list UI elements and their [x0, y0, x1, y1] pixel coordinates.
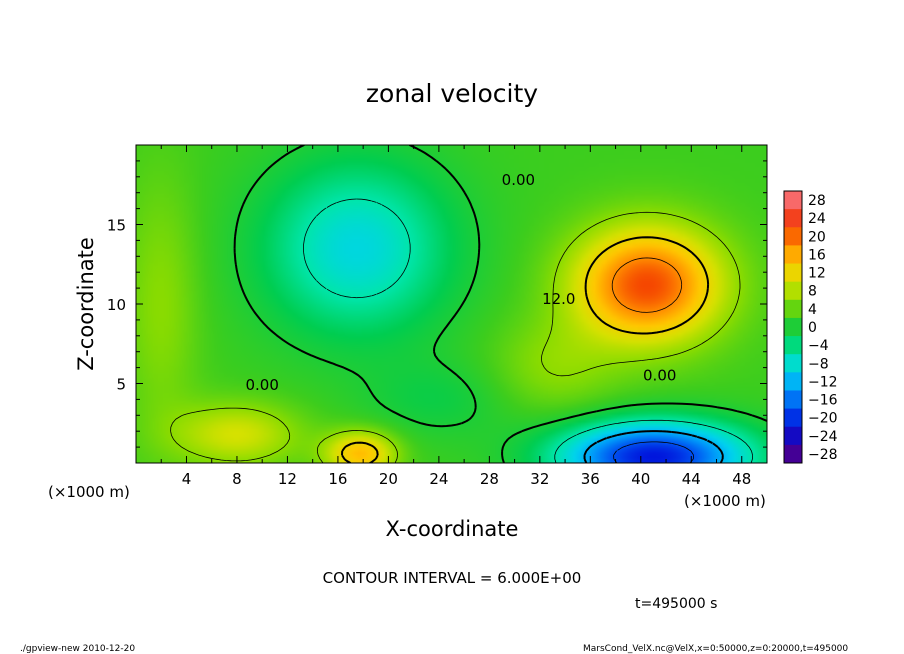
- colorbar-swatch: [784, 245, 802, 265]
- contour-lines: [170, 145, 767, 463]
- contour-labels: 0.00 12.0 0.00 0.00: [245, 171, 676, 394]
- contour-line: [233, 145, 767, 463]
- colorbar-label: −28: [808, 447, 838, 463]
- y-axis: 5 10 15: [107, 160, 767, 448]
- colorbar-swatch: [784, 372, 802, 391]
- contour-line: [611, 257, 683, 313]
- chart-title: zonal velocity: [366, 79, 538, 108]
- contour-interval-text: CONTOUR INTERVAL = 6.000E+00: [323, 569, 582, 587]
- x-tick-label: 20: [379, 470, 398, 488]
- x-tick-label: 40: [631, 470, 650, 488]
- colorbar-swatch: [784, 336, 802, 355]
- colorbar-swatch: [784, 281, 802, 301]
- contour-line: [341, 236, 710, 463]
- x-unit-note-left: (×1000 m): [48, 483, 130, 501]
- x-tick-label: 36: [581, 470, 600, 488]
- colorbar-label: 4: [808, 302, 817, 318]
- y-tick-label: 5: [116, 376, 126, 394]
- colorbar-swatch: [784, 444, 802, 464]
- colorbar-swatch: [784, 191, 802, 210]
- colorbar-swatch: [784, 227, 802, 246]
- x-axis: 4 8 12 16 20 24 28 32 36 40 44 48: [160, 145, 751, 488]
- colorbar: 28 24 20 16 12 8 4 0 −4 −8 −12 −16 −20 −24 −28: [783, 190, 838, 464]
- velocity-field: [136, 145, 767, 463]
- colorbar-label: −16: [808, 393, 838, 409]
- contour-line: [583, 430, 724, 463]
- contour-label: 0.00: [643, 366, 676, 384]
- plot-area: [136, 145, 767, 463]
- x-tick-label: 12: [278, 470, 297, 488]
- colorbar-label: 20: [808, 229, 826, 245]
- x-tick-label: 24: [429, 470, 448, 488]
- x-axis-label: X-coordinate: [386, 517, 519, 541]
- colorbar-swatch: [784, 408, 802, 428]
- colorbar-label: 8: [808, 284, 817, 300]
- colorbar-label: 28: [808, 193, 826, 209]
- colorbar-label: −8: [808, 356, 829, 372]
- colorbar-label: 12: [808, 266, 826, 282]
- colorbar-label: 0: [808, 320, 817, 336]
- colorbar-swatch: [784, 263, 802, 283]
- y-tick-label: 15: [107, 217, 126, 235]
- y-axis-label: Z-coordinate: [74, 237, 98, 371]
- x-tick-label: 16: [328, 470, 347, 488]
- x-tick-label: 8: [232, 470, 242, 488]
- footer-right: MarsCond_VelX.nc@VelX,x=0:50000,z=0:2000…: [583, 644, 848, 654]
- colorbar-label: 16: [808, 247, 826, 263]
- x-tick-label: 4: [182, 470, 192, 488]
- contour-label: 12.0: [542, 290, 575, 308]
- colorbar-label: −12: [808, 374, 838, 390]
- colorbar-label: −4: [808, 338, 829, 354]
- x-tick-label: 28: [480, 470, 499, 488]
- colorbar-swatch: [784, 209, 802, 228]
- colorbar-label: −24: [808, 429, 838, 445]
- contour-label: 0.00: [502, 171, 535, 189]
- contour-line: [303, 198, 753, 463]
- x-tick-label: 48: [732, 470, 751, 488]
- colorbar-swatch: [784, 317, 802, 337]
- colorbar-label: 24: [808, 211, 826, 227]
- colorbar-swatch: [784, 426, 802, 446]
- colorbar-swatch: [784, 390, 802, 410]
- contour-line: [170, 211, 741, 463]
- x-tick-label: 44: [682, 470, 701, 488]
- colorbar-swatch: [784, 354, 802, 373]
- time-label: t=495000 s: [635, 596, 717, 612]
- colorbar-swatch: [784, 299, 802, 319]
- x-tick-label: 32: [530, 470, 549, 488]
- y-tick-label: 10: [107, 296, 126, 314]
- x-unit-note-right: (×1000 m): [684, 492, 766, 510]
- colorbar-frame: [783, 190, 803, 464]
- footer-left: ./gpview-new 2010-12-20: [20, 644, 135, 654]
- colorbar-label: −20: [808, 411, 838, 427]
- contour-label: 0.00: [245, 376, 278, 394]
